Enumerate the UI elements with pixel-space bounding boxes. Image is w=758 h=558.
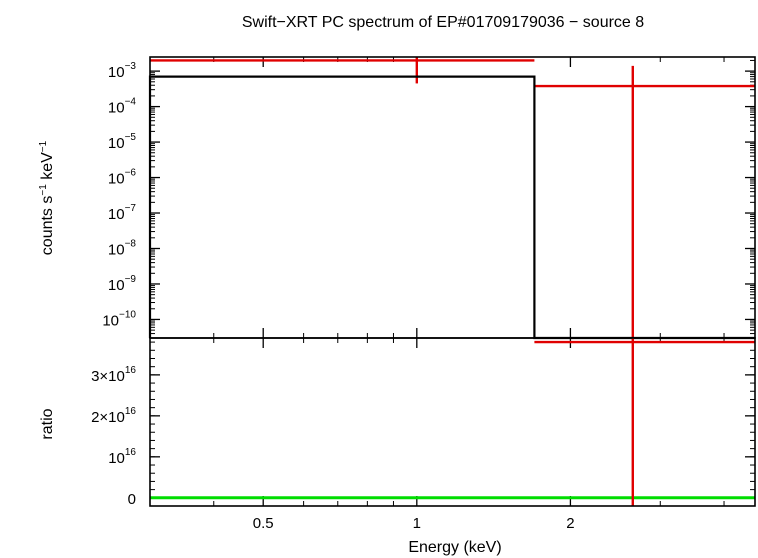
ratio-panel: 0 1016 2×1016 3×1016 0.5 1 2 bbox=[91, 337, 756, 532]
y-tick-label: 10−8 bbox=[108, 238, 137, 258]
y-tick-label: 3×1016 bbox=[91, 365, 136, 385]
x-tick-label: 0.5 bbox=[253, 515, 274, 532]
top-y-axis-label: counts s−1 keV−1 bbox=[38, 140, 56, 255]
panel-frame bbox=[149, 337, 756, 507]
y-tick-label: 10−5 bbox=[108, 132, 137, 152]
x-tick-label: 1 bbox=[413, 515, 421, 532]
y-tick-label: 10−3 bbox=[108, 61, 137, 81]
y-tick-label: 10−10 bbox=[102, 309, 136, 329]
y-tick-label: 10−4 bbox=[108, 97, 137, 117]
y-tick-label: 10−6 bbox=[108, 168, 137, 188]
bottom-y-axis-label: ratio bbox=[39, 408, 56, 439]
model-step-line bbox=[148, 75, 755, 340]
y-tick-label: 2×1016 bbox=[91, 406, 136, 426]
chart-title: Swift−XRT PC spectrum of EP#01709179036 … bbox=[242, 14, 644, 31]
panel-frame bbox=[149, 56, 756, 339]
y-tick-label: 10−9 bbox=[108, 274, 137, 294]
y-tick-label: 1016 bbox=[108, 447, 136, 467]
x-axis-label: Energy (keV) bbox=[408, 539, 501, 556]
spectrum-panel: 10−3 10−4 10−5 10−6 10−7 10−8 10−9 10−10 bbox=[102, 56, 756, 340]
y-tick-label: 0 bbox=[128, 491, 136, 508]
y-tick-label: 10−7 bbox=[108, 203, 137, 223]
x-tick-label: 2 bbox=[566, 515, 574, 532]
